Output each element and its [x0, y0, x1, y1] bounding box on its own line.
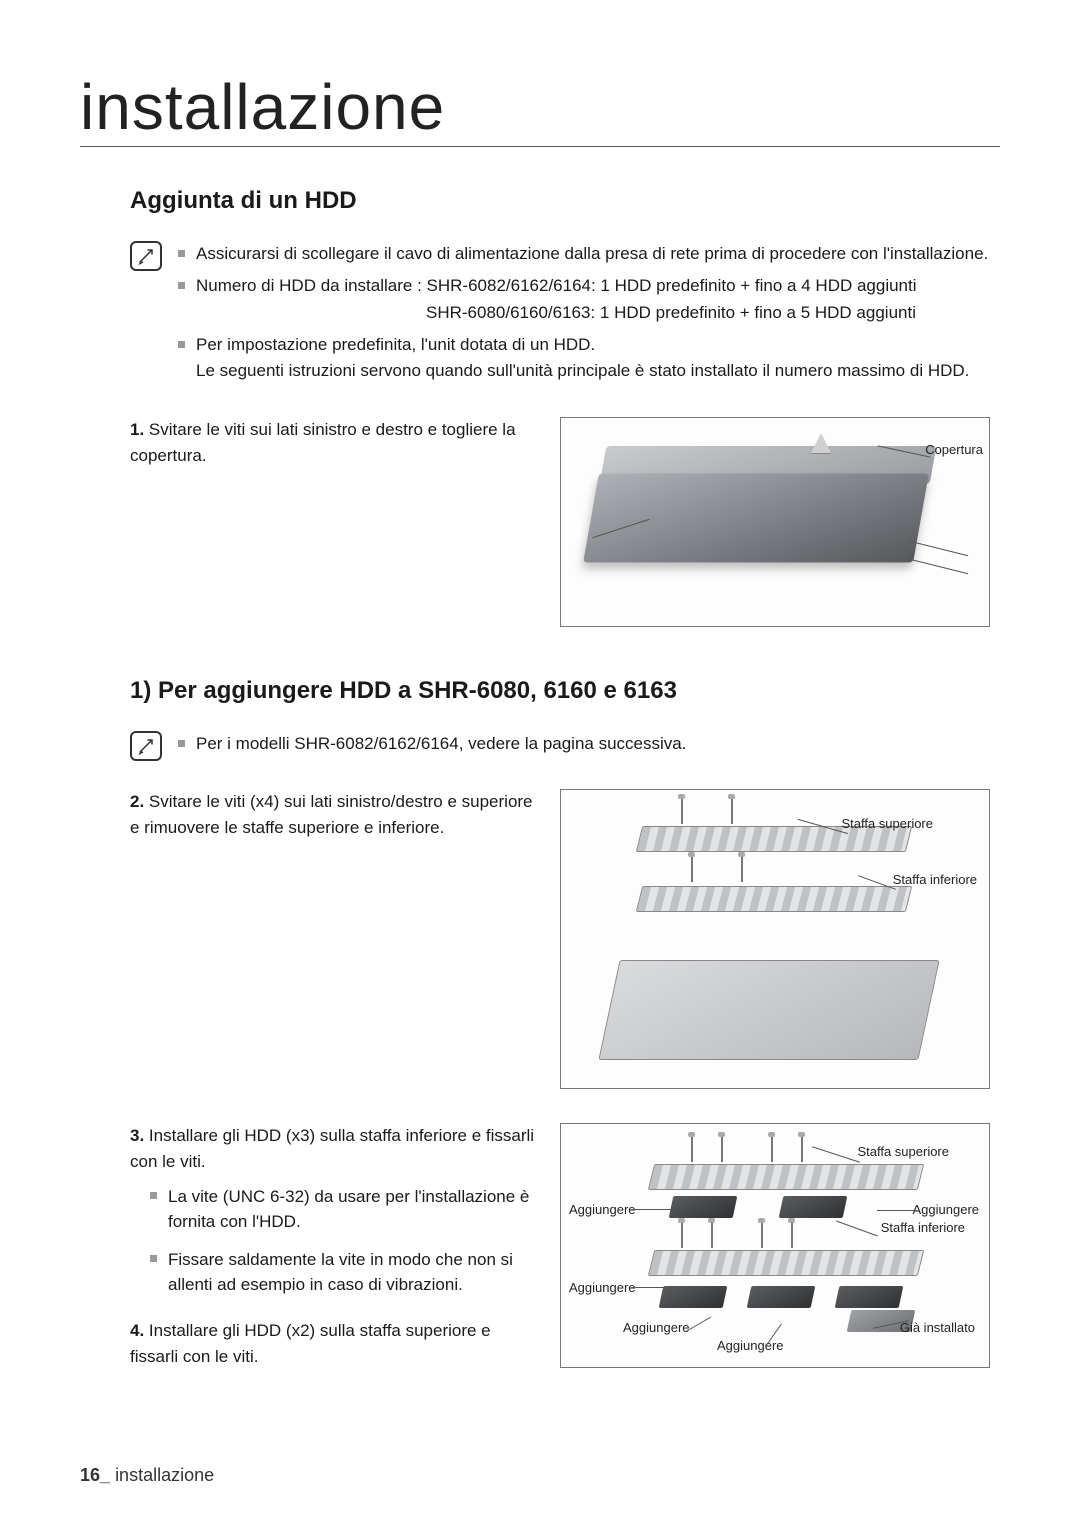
callout-add: Aggiungere	[569, 1202, 636, 1217]
hdd-shape	[779, 1196, 848, 1218]
step-body: Installare gli HDD (x2) sulla staffa sup…	[130, 1321, 491, 1366]
leader-line	[910, 540, 968, 555]
sub-item: La vite (UNC 6-32) da usare per l'instal…	[150, 1184, 540, 1235]
step-1-row: 1. Svitare le viti sui lati sinistro e d…	[130, 417, 990, 627]
note-text: SHR-6080/6160/6163: 1 HDD predefinito + …	[196, 300, 988, 326]
leader-line	[631, 1209, 671, 1210]
note-icon	[130, 731, 162, 761]
step-1-text: 1. Svitare le viti sui lati sinistro e d…	[130, 417, 540, 470]
callout-top-bracket: Staffa superiore	[841, 816, 933, 831]
callout-add: Aggiungere	[717, 1338, 784, 1353]
screw-shape	[801, 1136, 803, 1162]
step-3-sublist: La vite (UNC 6-32) da usare per l'instal…	[130, 1184, 540, 1298]
leader-line	[910, 558, 968, 573]
section-title: Aggiunta di un HDD	[130, 187, 990, 215]
screw-shape	[741, 856, 743, 882]
step-body: Installare gli HDD (x3) sulla staffa inf…	[130, 1126, 534, 1171]
note-item: Per i modelli SHR-6082/6162/6164, vedere…	[178, 731, 686, 757]
note-icon	[130, 241, 162, 271]
note-list-2: Per i modelli SHR-6082/6162/6164, vedere…	[178, 731, 686, 763]
leader-line	[631, 1287, 665, 1288]
callout-bottom-bracket: Staffa inferiore	[893, 872, 977, 887]
note-block-2: Per i modelli SHR-6082/6162/6164, vedere…	[130, 731, 990, 763]
callout-add: Aggiungere	[913, 1202, 980, 1217]
step-4-block: 4. Installare gli HDD (x2) sulla staffa …	[130, 1318, 540, 1371]
leader-line	[812, 1146, 860, 1162]
screw-shape	[761, 1222, 763, 1248]
step-2-row: 2. Svitare le viti (x4) sui lati sinistr…	[130, 789, 990, 1089]
step-3-4-text: 3. Installare gli HDD (x3) sulla staffa …	[130, 1123, 540, 1390]
footer-section: installazione	[115, 1465, 214, 1485]
bracket-top-shape	[648, 1164, 924, 1190]
subsection-title: 1) Per aggiungere HDD a SHR-6080, 6160 e…	[130, 677, 990, 705]
step-3-4-row: 3. Installare gli HDD (x3) sulla staffa …	[130, 1123, 990, 1390]
screw-shape	[711, 1222, 713, 1248]
screw-shape	[771, 1136, 773, 1162]
step-2-text: 2. Svitare le viti (x4) sui lati sinistr…	[130, 789, 540, 842]
bracket-bottom-shape	[648, 1250, 924, 1276]
note-text: Numero di HDD da installare : SHR-6082/6…	[196, 276, 917, 295]
screw-shape	[691, 1136, 693, 1162]
dvr-body-shape	[583, 473, 929, 562]
callout-cover: Copertura	[925, 442, 983, 457]
figure-2: Staffa superiore Staffa inferiore	[560, 789, 990, 1089]
screw-shape	[681, 1222, 683, 1248]
callout-bottom-bracket: Staffa inferiore	[881, 1220, 965, 1235]
note-item: Assicurarsi di scollegare il cavo di ali…	[178, 241, 988, 267]
screw-shape	[721, 1136, 723, 1162]
leader-line	[877, 1210, 917, 1211]
figure-1: Copertura	[560, 417, 990, 627]
screw-shape	[731, 798, 733, 824]
arrow-up-icon	[811, 433, 831, 453]
bracket-bottom-shape	[636, 886, 912, 912]
figure-3: Staffa superiore Aggiungere Staffa infer…	[560, 1123, 990, 1368]
note-block-1: Assicurarsi di scollegare il cavo di ali…	[130, 241, 990, 391]
note-text: Le seguenti istruzioni servono quando su…	[196, 361, 969, 380]
hdd-shape	[747, 1286, 816, 1308]
note-item: Numero di HDD da installare : SHR-6082/6…	[178, 273, 988, 326]
chapter-title: installazione	[80, 70, 1000, 147]
hdd-shape	[835, 1286, 904, 1308]
step-3-block: 3. Installare gli HDD (x3) sulla staffa …	[130, 1123, 540, 1298]
callout-add: Aggiungere	[569, 1280, 636, 1295]
note-text: Per impostazione predefinita, l'unit dot…	[196, 335, 595, 354]
step-body: Svitare le viti sui lati sinistro e dest…	[130, 420, 516, 465]
leader-line	[836, 1221, 878, 1237]
step-body: Svitare le viti (x4) sui lati sinistro/d…	[130, 792, 533, 837]
callout-top-bracket: Staffa superiore	[857, 1144, 949, 1159]
step-ordinal: 2.	[130, 792, 144, 811]
screw-shape	[691, 856, 693, 882]
callout-installed: Già installato	[900, 1320, 975, 1335]
hdd-shape	[669, 1196, 738, 1218]
note-item: Per impostazione predefinita, l'unit dot…	[178, 332, 988, 385]
step-ordinal: 3.	[130, 1126, 144, 1145]
page-footer: 16_ installazione	[80, 1465, 214, 1486]
note-list-1: Assicurarsi di scollegare il cavo di ali…	[178, 241, 988, 391]
step-ordinal: 1.	[130, 420, 144, 439]
sub-item: Fissare saldamente la vite in modo che n…	[150, 1247, 540, 1298]
page-number: 16_	[80, 1465, 110, 1485]
hdd-shape	[659, 1286, 728, 1308]
step-ordinal: 4.	[130, 1321, 144, 1340]
callout-add: Aggiungere	[623, 1320, 690, 1335]
chassis-shape	[598, 960, 939, 1060]
screw-shape	[681, 798, 683, 824]
screw-shape	[791, 1222, 793, 1248]
